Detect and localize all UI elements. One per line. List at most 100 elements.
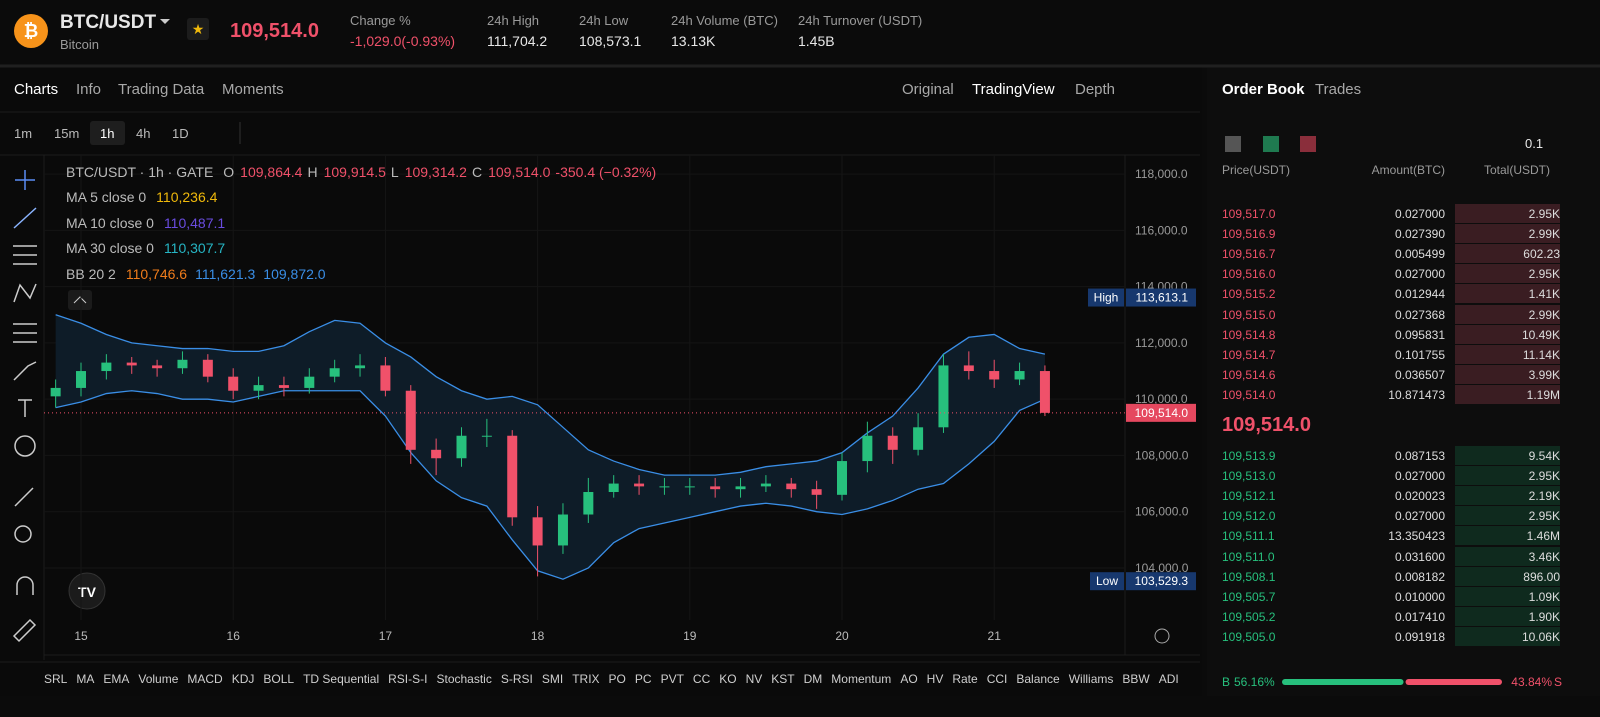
settings-icon[interactable] xyxy=(1154,628,1170,644)
total: 1.46M xyxy=(1526,529,1560,544)
amount: 0.020023 xyxy=(1394,489,1445,504)
amount: 0.012944 xyxy=(1394,287,1445,302)
candle-body xyxy=(659,486,670,488)
x-tick-label: 15 xyxy=(74,629,88,643)
candle-body xyxy=(583,492,594,515)
stat-value: 108,573.1 xyxy=(579,33,642,49)
price: 109,516.7 xyxy=(1222,247,1276,262)
precision[interactable]: 0.1 xyxy=(1525,136,1544,151)
indicator[interactable]: ADI xyxy=(1158,672,1179,686)
tool-icons[interactable] xyxy=(12,170,37,643)
price: 109,516.9 xyxy=(1222,227,1276,242)
depth-bar xyxy=(1455,304,1560,324)
indicator[interactable]: S-RSI xyxy=(500,672,533,686)
candle-body xyxy=(608,483,619,493)
indicator[interactable]: Rate xyxy=(952,672,978,686)
indicator[interactable]: KDJ xyxy=(231,672,255,686)
tab[interactable]: Charts xyxy=(14,81,59,98)
ob-tab[interactable]: Trades xyxy=(1315,81,1362,98)
indicator[interactable]: KO xyxy=(719,672,737,686)
indicator[interactable]: NV xyxy=(745,672,763,686)
interval[interactable]: 1h xyxy=(100,126,115,141)
x-tick-label: 20 xyxy=(835,629,849,643)
depth-bar xyxy=(1455,204,1560,223)
indicator[interactable]: RSI-S-I xyxy=(388,672,428,686)
legend-text: 110,236.4 xyxy=(156,189,218,205)
indicator[interactable]: Williams xyxy=(1068,672,1114,686)
depth-bar xyxy=(1455,446,1560,465)
candle-body xyxy=(760,483,771,487)
sell-bar xyxy=(1405,679,1502,685)
symbol[interactable]: BTC/USDT xyxy=(60,12,157,33)
dropdown-icon[interactable] xyxy=(160,19,170,24)
indicator[interactable]: CC xyxy=(692,672,711,686)
price: 109,517.0 xyxy=(1222,207,1276,221)
indicator[interactable]: SMI xyxy=(541,672,564,686)
price: 109,505.7 xyxy=(1222,589,1276,604)
indicator[interactable]: Momentum xyxy=(831,672,892,686)
price: 109,511.0 xyxy=(1222,549,1275,564)
indicator[interactable]: TRIX xyxy=(572,672,600,686)
marker-label: 109,514.0 xyxy=(1135,406,1189,420)
indicator[interactable]: KST xyxy=(771,672,795,686)
amount: 0.101755 xyxy=(1394,347,1445,362)
depth-bar xyxy=(1455,364,1560,384)
indicator[interactable]: MA xyxy=(76,672,95,686)
interval[interactable]: 15m xyxy=(54,126,80,141)
total: 2.99K xyxy=(1528,227,1560,242)
tab[interactable]: Trading Data xyxy=(118,81,205,98)
indicator[interactable]: BBW xyxy=(1122,672,1150,686)
indicator[interactable]: DM xyxy=(803,672,823,686)
price: 109,515.2 xyxy=(1222,287,1276,302)
candle-body xyxy=(50,387,61,397)
sell-pct: 43.84% xyxy=(1511,675,1552,689)
ob-mode[interactable] xyxy=(1300,136,1316,152)
ob-tab[interactable]: Order Book xyxy=(1222,81,1305,98)
star-icon[interactable]: ★ xyxy=(192,21,205,37)
view-tab[interactable]: Original xyxy=(902,81,954,98)
indicator[interactable]: EMA xyxy=(103,672,130,686)
indicator[interactable]: MACD xyxy=(187,672,223,686)
indicator[interactable]: Stochastic xyxy=(436,672,492,686)
view-tab[interactable]: Depth xyxy=(1075,81,1116,98)
indicator[interactable]: HV xyxy=(926,672,944,686)
ob-mode[interactable] xyxy=(1225,136,1241,152)
indicator[interactable]: PVT xyxy=(660,672,684,686)
sell-letter: S xyxy=(1553,675,1562,689)
y-tick-label: 110,000.0 xyxy=(1135,392,1188,406)
bollinger-upper xyxy=(55,314,1046,476)
interval[interactable]: 4h xyxy=(136,126,151,141)
collapse-button[interactable] xyxy=(68,290,92,310)
legend-text: BB 20 2 xyxy=(66,265,116,282)
indicator[interactable]: Balance xyxy=(1016,672,1060,686)
interval[interactable]: 1D xyxy=(172,126,189,141)
tab[interactable]: Moments xyxy=(222,81,284,98)
indicator[interactable]: Volume xyxy=(138,672,179,686)
indicator[interactable]: SRL xyxy=(44,672,68,686)
depth-bar xyxy=(1455,586,1560,606)
tv-logo[interactable] xyxy=(68,572,106,610)
indicator[interactable]: PO xyxy=(608,672,626,686)
indicator[interactable]: AO xyxy=(900,672,918,686)
indicator[interactable]: CCI xyxy=(986,672,1008,686)
legend-text: BTC/USDT · 1h · GATE xyxy=(66,164,214,180)
favorite-button[interactable] xyxy=(187,18,209,40)
tv-logo-text[interactable]: TV xyxy=(78,584,97,600)
collapse-icon[interactable] xyxy=(73,296,87,304)
view-tab[interactable]: TradingView xyxy=(972,81,1055,98)
ob-mode[interactable] xyxy=(1263,136,1279,152)
depth-bar xyxy=(1455,626,1560,646)
total: 896.00 xyxy=(1523,569,1560,584)
indicator[interactable]: BOLL xyxy=(263,672,295,686)
x-tick-label: 17 xyxy=(379,629,393,643)
total: 2.19K xyxy=(1528,489,1560,504)
total: 3.99K xyxy=(1528,367,1560,382)
indicator[interactable]: PC xyxy=(634,672,652,686)
stat-label: 24h Turnover (USDT) xyxy=(798,13,923,28)
tab[interactable]: Info xyxy=(76,81,102,98)
indicator[interactable]: TD Sequential xyxy=(303,672,380,686)
legend-text: H xyxy=(307,164,318,180)
legend-text: L xyxy=(390,164,399,180)
interval[interactable]: 1m xyxy=(14,126,33,141)
marker-label: 113,613.1 xyxy=(1136,291,1189,305)
